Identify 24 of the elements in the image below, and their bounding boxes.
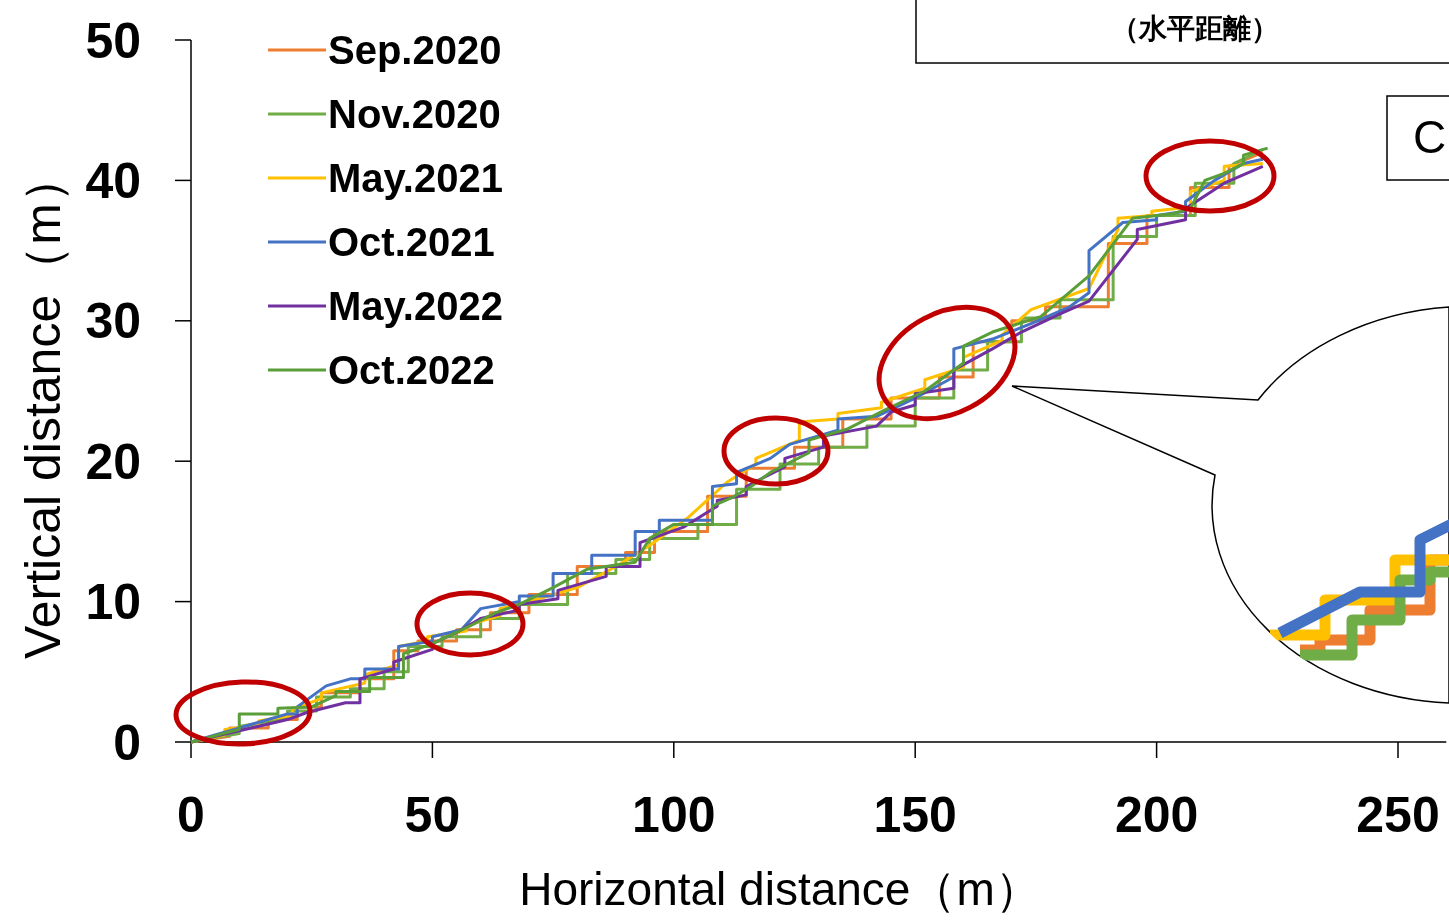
annotation: （水平距離） xyxy=(1111,12,1279,45)
letter-box: C xyxy=(1386,95,1449,181)
legend-label: May.2021 xyxy=(328,156,503,200)
x-tick-label: 200 xyxy=(1114,787,1199,843)
x-tick-label: 0 xyxy=(177,787,205,843)
y-axis-title: Vertical distance（m） xyxy=(15,153,71,659)
y-tick-label: 20 xyxy=(85,433,141,490)
x-tick-label: 250 xyxy=(1356,787,1440,843)
annotation: C xyxy=(1413,111,1447,163)
x-tick-label: 150 xyxy=(873,787,957,843)
y-tick-label: 50 xyxy=(85,12,141,69)
y-tick-label: 40 xyxy=(85,152,141,209)
legend-label: Oct.2021 xyxy=(328,220,495,264)
x-axis-title: Horizontal distance（m） xyxy=(519,863,1041,915)
legend-label: Nov.2020 xyxy=(328,92,501,136)
text-box: （水平距離） xyxy=(915,0,1449,64)
y-tick-label: 0 xyxy=(113,714,141,771)
x-tick-label: 100 xyxy=(632,787,716,843)
legend-label: Sep.2020 xyxy=(328,28,502,72)
x-tick-label: 50 xyxy=(404,787,461,843)
y-tick-label: 30 xyxy=(85,293,141,350)
y-tick-label: 10 xyxy=(85,574,141,631)
legend-label: Oct.2022 xyxy=(328,348,495,392)
legend-label: May.2022 xyxy=(328,284,503,328)
